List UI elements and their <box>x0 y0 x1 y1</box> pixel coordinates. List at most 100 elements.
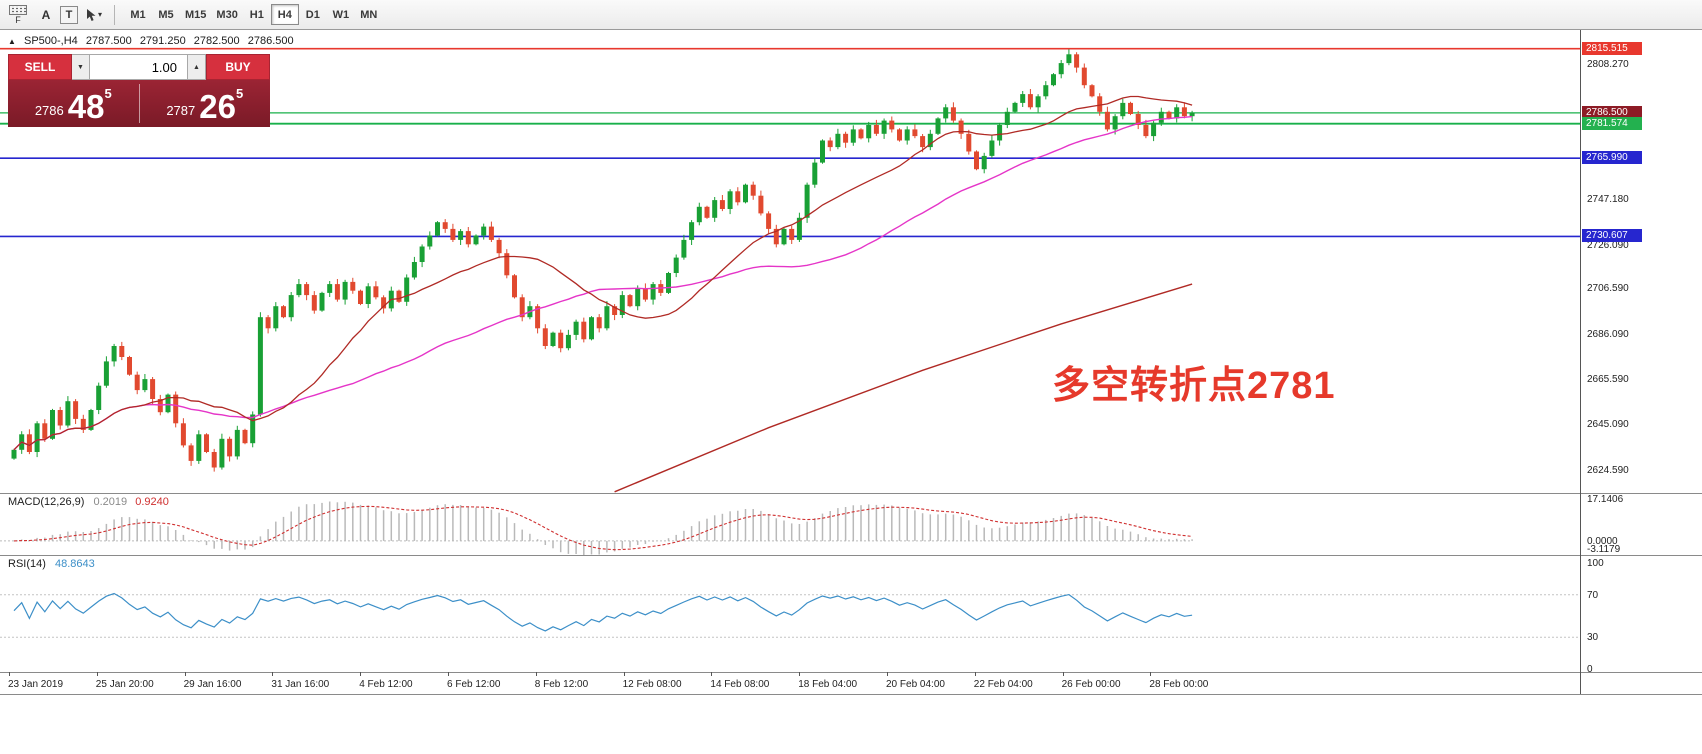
dropdown-caret-icon: ▾ <box>98 10 103 19</box>
price-badge: 2765.990 <box>1582 151 1642 165</box>
top-toolbar: F A T ▾ M1 M5 M15 M30 H1 H4 D1 W1 MN <box>0 0 1702 30</box>
time-axis-label: 20 Feb 04:00 <box>886 679 945 690</box>
time-axis-label: 29 Jan 16:00 <box>183 679 242 690</box>
time-axis-tick <box>9 672 10 676</box>
toolbar-f-label: F <box>15 14 21 25</box>
rsi-panel-canvas[interactable] <box>0 555 1580 672</box>
price-divider <box>138 84 140 123</box>
macd-axis-label: 17.1406 <box>1587 493 1624 505</box>
price-axis[interactable]: 2808.270 2747.180 2726.090 2706.590 2686.090… <box>1581 30 1702 694</box>
one-click-trading-panel: SELL ▼ ▲ BUY 2786 48 5 2787 26 5 <box>8 54 270 127</box>
price-axis-label: 2624.590 <box>1587 464 1629 476</box>
panel-collapse-arrow[interactable]: ▲ <box>8 37 16 46</box>
volume-input[interactable] <box>90 54 188 80</box>
buy-price-big: 26 <box>199 88 236 125</box>
timeframe-h1[interactable]: H1 <box>243 4 271 25</box>
sell-price-prefix: 2786 <box>34 103 64 118</box>
price-axis-label: 2747.180 <box>1587 193 1629 205</box>
macd-signal-value: 0.9240 <box>135 496 169 508</box>
rsi-indicator-label: RSI(14) 48.8643 <box>8 558 95 570</box>
time-axis-label: 23 Jan 2019 <box>8 679 64 690</box>
label-tool-button[interactable]: A <box>35 4 57 26</box>
time-axis-label: 14 Feb 08:00 <box>710 679 770 690</box>
price-axis-label: 2686.090 <box>1587 328 1629 340</box>
time-axis-tick <box>448 672 449 676</box>
time-axis-label: 18 Feb 04:00 <box>798 679 858 690</box>
chart-annotation-text: 多空转折点2781 <box>1052 365 1336 407</box>
timeframe-h4[interactable]: H4 <box>270 4 299 25</box>
price-badge: 2781.574 <box>1582 116 1642 130</box>
time-axis-label: 6 Feb 12:00 <box>447 679 501 690</box>
sell-price-pip: 5 <box>104 86 112 101</box>
text-tool-button[interactable]: T <box>60 5 78 24</box>
buy-price-pip: 5 <box>235 86 244 101</box>
toolbar-handle: F <box>4 4 32 25</box>
timeframe-w1[interactable]: W1 <box>327 4 355 25</box>
rsi-axis-label: 30 <box>1587 632 1599 644</box>
macd-axis-label: -3.1179 <box>1587 543 1621 555</box>
sell-price-big: 48 <box>67 88 105 125</box>
macd-name: MACD(12,26,9) <box>8 496 85 508</box>
time-axis-tick <box>974 672 976 676</box>
timeframe-m15[interactable]: M15 <box>180 4 211 25</box>
timeframe-toolbar: M1 M5 M15 M30 H1 H4 D1 W1 MN <box>124 4 383 25</box>
rsi-panel-separator[interactable] <box>0 555 1702 556</box>
time-axis-tick <box>1150 672 1152 676</box>
chart-window: ▲ SP500-,H4 2787.500 2791.250 2782.500 2… <box>0 30 1702 754</box>
time-axis-label: 12 Feb 08:00 <box>622 679 682 690</box>
time-axis-tick <box>96 672 98 676</box>
time-axis-label: 4 Feb 12:00 <box>359 679 413 690</box>
timeframe-m1[interactable]: M1 <box>124 4 152 25</box>
time-axis-label: 22 Feb 04:00 <box>973 679 1033 690</box>
buy-price-display[interactable]: 2787 26 5 <box>140 80 271 127</box>
rsi-name: RSI(14) <box>8 558 46 570</box>
symbol-info: ▲ SP500-,H4 2787.500 2791.250 2782.500 2… <box>8 35 299 47</box>
grid-icon[interactable] <box>9 4 27 15</box>
time-axis-tick <box>272 672 274 676</box>
macd-main-value: 0.2019 <box>93 496 128 508</box>
price-axis-border <box>1580 30 1581 694</box>
sell-price-display[interactable]: 2786 48 5 <box>8 80 139 127</box>
symbol-label: SP500-,H4 <box>23 35 78 47</box>
time-axis-tick <box>623 672 625 676</box>
time-axis[interactable]: 23 Jan 2019 25 Jan 20:00 29 Jan 16:00 31 Ja… <box>0 672 1580 694</box>
rsi-axis-label: 100 <box>1587 558 1604 569</box>
time-axis-label: 8 Feb 12:00 <box>534 679 589 690</box>
volume-increase-button[interactable]: ▲ <box>188 54 206 80</box>
volume-decrease-button[interactable]: ▼ <box>72 54 90 80</box>
time-axis-tick <box>535 672 537 676</box>
price-axis-label: 2808.270 <box>1587 58 1629 70</box>
macd-panel-separator[interactable] <box>0 493 1702 494</box>
rsi-axis-label: 70 <box>1587 589 1599 601</box>
price-axis-label: 2726.090 <box>1587 240 1629 252</box>
buy-button[interactable]: BUY <box>206 54 270 80</box>
cursor-icon <box>87 8 96 21</box>
ohlc-high: 2791.250 <box>139 35 186 47</box>
timeframe-m30[interactable]: M30 <box>211 4 242 25</box>
time-axis-tick <box>711 672 713 676</box>
time-axis-tick <box>1062 672 1064 676</box>
rsi-axis-label: 0 <box>1587 664 1593 675</box>
sell-button[interactable]: SELL <box>8 54 72 80</box>
cursor-tool-button[interactable]: ▾ <box>81 4 105 26</box>
macd-panel-canvas[interactable] <box>0 493 1580 555</box>
toolbar-separator <box>114 4 116 25</box>
time-axis-tick <box>799 672 801 676</box>
ohlc-low: 2782.500 <box>193 35 240 47</box>
timeframe-mn[interactable]: MN <box>355 4 383 25</box>
time-axis-label: 31 Jan 16:00 <box>271 679 330 690</box>
price-axis-label: 2645.090 <box>1587 419 1629 431</box>
price-axis-label: 2665.590 <box>1587 374 1629 385</box>
price-badge: 2730.607 <box>1582 229 1642 243</box>
price-badge: 2815.515 <box>1582 41 1642 55</box>
price-badge: 2786.500 <box>1582 105 1642 119</box>
buy-price-prefix: 2787 <box>166 103 196 118</box>
time-axis-tick <box>887 672 888 676</box>
timeframe-d1[interactable]: D1 <box>299 4 327 25</box>
timeframe-m5[interactable]: M5 <box>152 4 180 25</box>
time-axis-label: 28 Feb 00:00 <box>1149 679 1209 690</box>
macd-indicator-label: MACD(12,26,9) 0.2019 0.9240 <box>8 496 169 508</box>
time-axis-tick <box>360 672 362 676</box>
price-axis-label: 2706.590 <box>1587 283 1629 295</box>
ohlc-open: 2787.500 <box>85 35 132 47</box>
